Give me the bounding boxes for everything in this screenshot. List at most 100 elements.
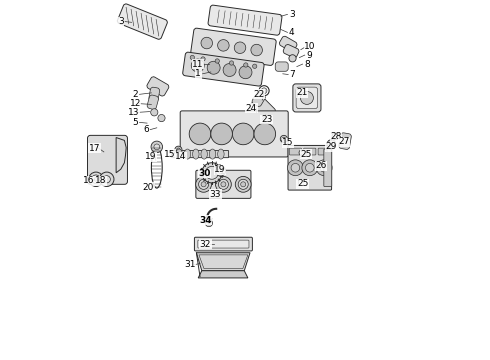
FancyBboxPatch shape xyxy=(180,111,288,157)
Text: 1: 1 xyxy=(196,69,201,78)
Text: 4: 4 xyxy=(289,28,294,37)
Circle shape xyxy=(154,144,160,150)
FancyBboxPatch shape xyxy=(183,52,264,86)
Circle shape xyxy=(218,40,229,51)
FancyBboxPatch shape xyxy=(324,149,332,186)
Circle shape xyxy=(151,141,163,153)
Circle shape xyxy=(158,114,165,122)
Circle shape xyxy=(299,150,305,156)
Circle shape xyxy=(92,175,100,184)
Text: 12: 12 xyxy=(129,99,141,108)
FancyBboxPatch shape xyxy=(118,4,168,39)
Circle shape xyxy=(176,148,180,152)
Text: 29: 29 xyxy=(325,143,336,152)
Circle shape xyxy=(201,57,205,61)
Circle shape xyxy=(196,176,212,192)
FancyBboxPatch shape xyxy=(339,133,351,149)
Circle shape xyxy=(151,109,158,116)
Circle shape xyxy=(302,160,318,176)
FancyBboxPatch shape xyxy=(147,77,169,96)
FancyBboxPatch shape xyxy=(195,237,252,251)
Circle shape xyxy=(280,135,288,143)
Circle shape xyxy=(305,163,314,172)
FancyBboxPatch shape xyxy=(289,148,301,155)
Circle shape xyxy=(189,123,211,145)
Circle shape xyxy=(223,63,236,76)
Text: 16: 16 xyxy=(83,176,94,185)
Ellipse shape xyxy=(184,149,191,159)
Circle shape xyxy=(203,55,210,62)
FancyBboxPatch shape xyxy=(196,170,251,198)
Circle shape xyxy=(215,59,220,63)
Circle shape xyxy=(320,163,328,172)
Circle shape xyxy=(300,91,314,104)
Text: 30: 30 xyxy=(198,169,211,178)
Text: 14: 14 xyxy=(175,152,187,161)
Text: 15: 15 xyxy=(282,138,294,147)
Circle shape xyxy=(327,140,336,148)
Text: 11: 11 xyxy=(193,60,204,69)
Circle shape xyxy=(198,179,209,189)
Circle shape xyxy=(175,146,182,153)
Circle shape xyxy=(219,179,228,189)
Text: 13: 13 xyxy=(128,108,140,117)
Polygon shape xyxy=(196,253,250,271)
Ellipse shape xyxy=(193,149,199,159)
Text: 23: 23 xyxy=(261,115,272,124)
Text: 26: 26 xyxy=(316,161,327,170)
FancyBboxPatch shape xyxy=(293,84,321,112)
FancyBboxPatch shape xyxy=(149,87,160,102)
FancyBboxPatch shape xyxy=(252,92,266,107)
Text: 20: 20 xyxy=(143,183,154,192)
Text: 21: 21 xyxy=(296,88,308,97)
Text: 3: 3 xyxy=(118,17,123,26)
FancyBboxPatch shape xyxy=(198,240,249,248)
Circle shape xyxy=(229,61,234,65)
Circle shape xyxy=(289,55,296,62)
Circle shape xyxy=(282,137,286,141)
Text: 7: 7 xyxy=(290,70,295,79)
Circle shape xyxy=(251,44,263,56)
FancyBboxPatch shape xyxy=(172,150,229,158)
FancyBboxPatch shape xyxy=(283,44,299,58)
Text: 17: 17 xyxy=(89,144,100,153)
Circle shape xyxy=(207,61,220,74)
Circle shape xyxy=(103,176,110,183)
Ellipse shape xyxy=(209,149,216,159)
Circle shape xyxy=(218,168,223,174)
Circle shape xyxy=(332,132,339,140)
Text: 32: 32 xyxy=(200,240,211,248)
Circle shape xyxy=(316,160,332,176)
Circle shape xyxy=(239,66,252,79)
Text: 31: 31 xyxy=(185,260,196,269)
Circle shape xyxy=(234,42,246,54)
Polygon shape xyxy=(116,138,126,173)
Text: 2: 2 xyxy=(132,90,138,99)
FancyBboxPatch shape xyxy=(88,135,127,184)
Circle shape xyxy=(89,172,103,186)
FancyBboxPatch shape xyxy=(208,5,282,35)
Ellipse shape xyxy=(176,149,182,159)
Text: 25: 25 xyxy=(297,179,308,188)
Circle shape xyxy=(191,59,204,72)
Text: 15: 15 xyxy=(164,150,175,158)
Circle shape xyxy=(205,166,219,179)
Text: 34: 34 xyxy=(199,216,212,225)
FancyBboxPatch shape xyxy=(279,36,297,52)
Circle shape xyxy=(288,160,303,176)
Circle shape xyxy=(235,176,251,192)
Circle shape xyxy=(211,123,232,145)
Text: 28: 28 xyxy=(330,132,342,141)
Text: 22: 22 xyxy=(254,90,265,99)
Circle shape xyxy=(216,166,225,176)
FancyBboxPatch shape xyxy=(249,95,275,122)
Text: 27: 27 xyxy=(338,137,350,146)
Text: 25: 25 xyxy=(300,150,312,158)
Circle shape xyxy=(254,123,275,145)
Text: 6: 6 xyxy=(143,125,149,134)
Circle shape xyxy=(99,172,114,186)
Text: 5: 5 xyxy=(132,118,138,127)
Circle shape xyxy=(261,88,267,94)
Circle shape xyxy=(221,182,226,187)
Text: 3: 3 xyxy=(289,10,294,19)
